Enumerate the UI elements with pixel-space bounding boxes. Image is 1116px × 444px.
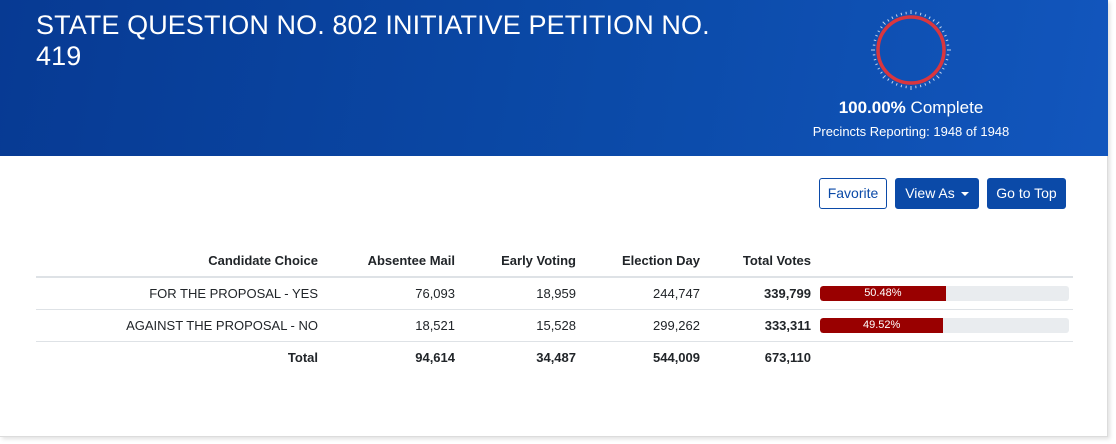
results-header: STATE QUESTION NO. 802 INITIATIVE PETITI…: [0, 0, 1108, 156]
percent-bar-cell: 50.48%: [811, 277, 1073, 310]
gauge-tick: [900, 12, 903, 16]
complete-status: 100.00% Complete: [780, 98, 1042, 118]
caret-down-icon: [960, 192, 969, 196]
total-cell: 339,799: [700, 277, 811, 310]
column-header-choice: Candidate Choice: [36, 236, 318, 278]
gauge-tick: [936, 75, 940, 79]
gauge-tick: [875, 34, 878, 37]
gauge-tick: [877, 30, 881, 33]
early-cell: 15,528: [455, 309, 576, 342]
gauge-tick: [895, 14, 898, 17]
percent-bar-track: 50.48%: [820, 286, 1069, 301]
gauge-tick: [928, 16, 931, 20]
gauge-tick: [919, 12, 922, 16]
gauge-tick: [928, 80, 931, 84]
election-day-cell: 244,747: [576, 277, 700, 310]
gauge-tick: [900, 84, 903, 88]
absentee-total-value: 94,614: [415, 350, 455, 365]
reporting-gauge-icon: [871, 10, 951, 90]
complete-label: Complete: [910, 98, 984, 117]
early-total-value: 34,487: [536, 350, 576, 365]
percent-bar: 49.52%: [820, 318, 944, 333]
election-day-total-value: 544,009: [653, 350, 700, 365]
early-cell: 18,959: [455, 277, 576, 310]
gauge-tick: [875, 63, 878, 66]
view-as-dropdown[interactable]: View As: [895, 178, 979, 209]
grand-total-value: 673,110: [764, 350, 811, 365]
gauge-tick: [945, 58, 949, 61]
absentee-cell: 18,521: [318, 309, 455, 342]
gauge-tick: [891, 80, 894, 84]
percent-bar-track: 49.52%: [820, 318, 1069, 333]
choice-cell: AGAINST THE PROPOSAL - NO: [36, 309, 318, 342]
gauge-tick: [887, 19, 890, 22]
gauge-tick: [873, 39, 877, 42]
column-header-total: Total Votes: [700, 236, 811, 278]
gauge-tick: [932, 78, 935, 81]
totals-bar-cell: [811, 342, 1073, 374]
totals-label: Total: [36, 342, 318, 374]
gauge-tick: [941, 67, 945, 70]
gauge-tick: [932, 19, 935, 22]
gauge-tick: [919, 84, 922, 88]
results-card: STATE QUESTION NO. 802 INITIATIVE PETITI…: [0, 0, 1108, 437]
totals-label-text: Total: [287, 350, 318, 365]
gauge-tick: [873, 58, 877, 61]
gauge-tick: [936, 21, 940, 25]
gauge-tick: [891, 16, 894, 20]
total-value: 333,311: [764, 318, 811, 333]
gauge-tick: [882, 21, 886, 25]
election-day-cell: 299,262: [576, 309, 700, 342]
column-header-election-day: Election Day: [576, 236, 700, 278]
gauge-tick: [880, 26, 883, 29]
election-day-total: 544,009: [576, 342, 700, 374]
gauge-tick: [924, 14, 927, 17]
gauge-tick: [941, 30, 945, 33]
gauge-tick: [887, 78, 890, 81]
gauge-tick: [895, 83, 898, 86]
absentee-cell: 76,093: [318, 277, 455, 310]
page-title: STATE QUESTION NO. 802 INITIATIVE PETITI…: [36, 10, 710, 71]
absentee-total: 94,614: [318, 342, 455, 374]
percent-bar-cell: 49.52%: [811, 309, 1073, 342]
gauge-tick: [944, 34, 947, 37]
early-total: 34,487: [455, 342, 576, 374]
gauge-tick: [877, 67, 881, 70]
gauge-tick: [882, 75, 886, 79]
gauge-tick: [939, 71, 942, 74]
table-row: FOR THE PROPOSAL - YES 76,093 18,959 244…: [36, 277, 1073, 310]
view-as-label: View As: [905, 185, 955, 201]
column-header-absentee: Absentee Mail: [318, 236, 455, 278]
gauge-ring: [876, 15, 946, 85]
gauge-tick: [924, 83, 927, 86]
choice-cell: FOR THE PROPOSAL - YES: [36, 277, 318, 310]
table-header-row: Candidate Choice Absentee Mail Early Vot…: [36, 236, 1073, 278]
total-cell: 333,311: [700, 309, 811, 342]
go-to-top-button[interactable]: Go to Top: [987, 178, 1066, 209]
precincts-reporting: Precincts Reporting: 1948 of 1948: [812, 124, 1010, 139]
total-value: 339,799: [764, 286, 811, 301]
grand-total: 673,110: [700, 342, 811, 374]
totals-row: Total 94,614 34,487 544,009 673,110: [36, 342, 1073, 374]
table-row: AGAINST THE PROPOSAL - NO 18,521 15,528 …: [36, 309, 1073, 342]
favorite-button[interactable]: Favorite: [819, 178, 887, 209]
reporting-progress: 100.00% Complete Precincts Reporting: 19…: [780, 6, 1042, 152]
gauge-tick: [944, 63, 947, 66]
complete-percent: 100.00%: [838, 98, 906, 117]
gauge-tick: [880, 71, 883, 74]
gauge-tick: [939, 26, 942, 29]
column-header-early: Early Voting: [455, 236, 576, 278]
column-header-bar: [811, 236, 1073, 278]
results-table: Candidate Choice Absentee Mail Early Vot…: [36, 236, 1073, 373]
gauge-tick: [945, 39, 949, 42]
percent-bar: 50.48%: [820, 286, 946, 301]
